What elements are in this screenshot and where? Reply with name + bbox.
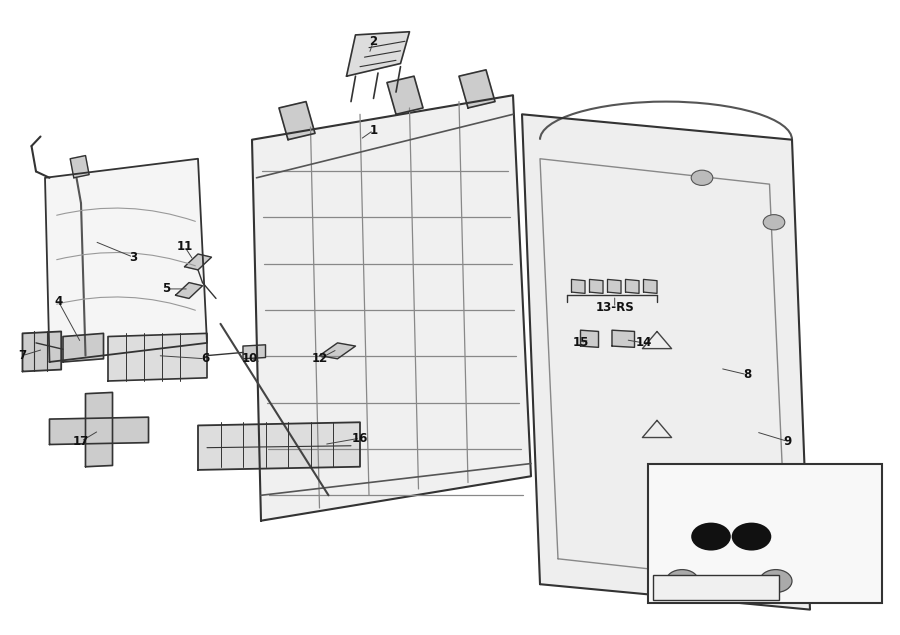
- Text: 12: 12: [311, 352, 328, 365]
- Circle shape: [691, 523, 731, 551]
- Polygon shape: [50, 417, 148, 444]
- Polygon shape: [572, 279, 585, 293]
- Circle shape: [763, 500, 785, 516]
- Text: 8: 8: [742, 368, 752, 381]
- Circle shape: [763, 215, 785, 230]
- Polygon shape: [320, 343, 356, 359]
- Text: 13-RS: 13-RS: [595, 302, 634, 314]
- Bar: [652, 575, 778, 600]
- Circle shape: [691, 170, 713, 185]
- Text: 11: 11: [176, 240, 193, 253]
- Polygon shape: [252, 95, 531, 521]
- Polygon shape: [459, 70, 495, 108]
- Circle shape: [666, 570, 698, 592]
- Polygon shape: [626, 279, 639, 293]
- Text: 6: 6: [201, 352, 210, 365]
- Text: 17: 17: [73, 435, 89, 448]
- Text: 10: 10: [242, 352, 258, 365]
- Polygon shape: [612, 330, 634, 347]
- Circle shape: [691, 551, 713, 566]
- Text: 15: 15: [572, 337, 589, 349]
- Text: 2: 2: [369, 35, 378, 48]
- Polygon shape: [346, 32, 410, 76]
- Polygon shape: [387, 76, 423, 114]
- Polygon shape: [184, 254, 212, 270]
- Text: 9: 9: [783, 435, 792, 448]
- Polygon shape: [243, 345, 266, 359]
- Text: 3: 3: [129, 251, 138, 264]
- Polygon shape: [279, 102, 315, 140]
- Polygon shape: [580, 330, 598, 347]
- Polygon shape: [176, 283, 202, 298]
- Circle shape: [760, 570, 792, 592]
- Text: 4: 4: [54, 295, 63, 308]
- Bar: [648, 464, 882, 603]
- Text: 00035700: 00035700: [692, 582, 739, 592]
- Polygon shape: [45, 159, 207, 362]
- Text: 5: 5: [162, 283, 171, 295]
- Circle shape: [732, 523, 771, 551]
- Text: 1: 1: [369, 124, 378, 137]
- Polygon shape: [608, 279, 621, 293]
- Polygon shape: [522, 114, 810, 610]
- Text: 7: 7: [18, 349, 27, 362]
- Polygon shape: [63, 333, 104, 362]
- Polygon shape: [22, 331, 61, 371]
- Text: 16: 16: [352, 432, 368, 444]
- Polygon shape: [70, 156, 89, 178]
- Polygon shape: [198, 422, 360, 470]
- Polygon shape: [108, 333, 207, 381]
- Polygon shape: [644, 279, 657, 293]
- Polygon shape: [86, 392, 112, 467]
- Text: 14: 14: [635, 337, 652, 349]
- Polygon shape: [590, 279, 603, 293]
